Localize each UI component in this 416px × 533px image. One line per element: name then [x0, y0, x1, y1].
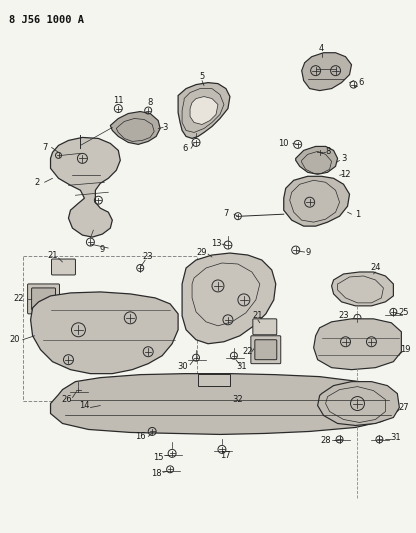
Text: 22: 22: [243, 347, 253, 356]
Text: 14: 14: [79, 401, 90, 410]
Polygon shape: [50, 138, 120, 237]
Text: 15: 15: [153, 453, 163, 462]
Text: 3: 3: [341, 154, 346, 163]
Text: 5: 5: [199, 72, 205, 81]
Text: 9: 9: [100, 245, 105, 254]
Polygon shape: [296, 147, 337, 174]
Text: 4: 4: [319, 44, 324, 53]
Text: 21: 21: [47, 251, 58, 260]
Text: 30: 30: [178, 362, 188, 371]
FancyBboxPatch shape: [52, 259, 75, 275]
Text: 2: 2: [34, 178, 39, 187]
Text: 7: 7: [223, 209, 229, 217]
Text: 17: 17: [220, 451, 230, 460]
Text: 20: 20: [10, 335, 20, 344]
Polygon shape: [50, 374, 397, 434]
Text: 8: 8: [325, 147, 330, 156]
Text: 8 J56 1000 A: 8 J56 1000 A: [9, 15, 84, 25]
Text: 29: 29: [197, 247, 207, 256]
Bar: [22, 256, 197, 401]
Text: 10: 10: [278, 139, 289, 148]
Text: 13: 13: [210, 239, 221, 247]
Polygon shape: [314, 319, 401, 370]
Text: 1: 1: [355, 209, 360, 219]
Text: 31: 31: [237, 362, 247, 371]
Text: 22: 22: [13, 294, 24, 303]
Polygon shape: [302, 53, 352, 91]
Text: 26: 26: [61, 395, 72, 404]
Polygon shape: [31, 292, 178, 374]
Text: 18: 18: [151, 469, 161, 478]
Text: 11: 11: [113, 96, 124, 105]
Text: 16: 16: [135, 432, 146, 441]
Polygon shape: [178, 83, 230, 139]
Text: 27: 27: [398, 403, 409, 412]
Polygon shape: [284, 176, 349, 226]
Text: 12: 12: [340, 170, 351, 179]
Text: 23: 23: [338, 311, 349, 320]
Polygon shape: [110, 111, 160, 144]
FancyBboxPatch shape: [253, 319, 277, 335]
FancyBboxPatch shape: [251, 336, 281, 364]
Text: 23: 23: [143, 252, 154, 261]
FancyBboxPatch shape: [255, 340, 277, 360]
Text: 24: 24: [370, 263, 381, 272]
Text: 32: 32: [233, 395, 243, 404]
FancyBboxPatch shape: [27, 284, 59, 314]
Text: 6: 6: [359, 78, 364, 87]
FancyBboxPatch shape: [32, 288, 55, 310]
Text: 28: 28: [320, 436, 331, 445]
Text: 8: 8: [148, 98, 153, 107]
Polygon shape: [198, 374, 230, 385]
Polygon shape: [190, 96, 218, 125]
Text: 9: 9: [305, 247, 310, 256]
Polygon shape: [332, 272, 394, 306]
Text: 6: 6: [182, 144, 188, 153]
Text: 21: 21: [253, 311, 263, 320]
Text: 19: 19: [400, 345, 411, 354]
Text: 25: 25: [398, 309, 409, 317]
Text: 31: 31: [390, 433, 401, 442]
Polygon shape: [318, 382, 399, 425]
Text: 7: 7: [42, 143, 47, 152]
Text: 3: 3: [163, 123, 168, 132]
Polygon shape: [182, 253, 276, 344]
